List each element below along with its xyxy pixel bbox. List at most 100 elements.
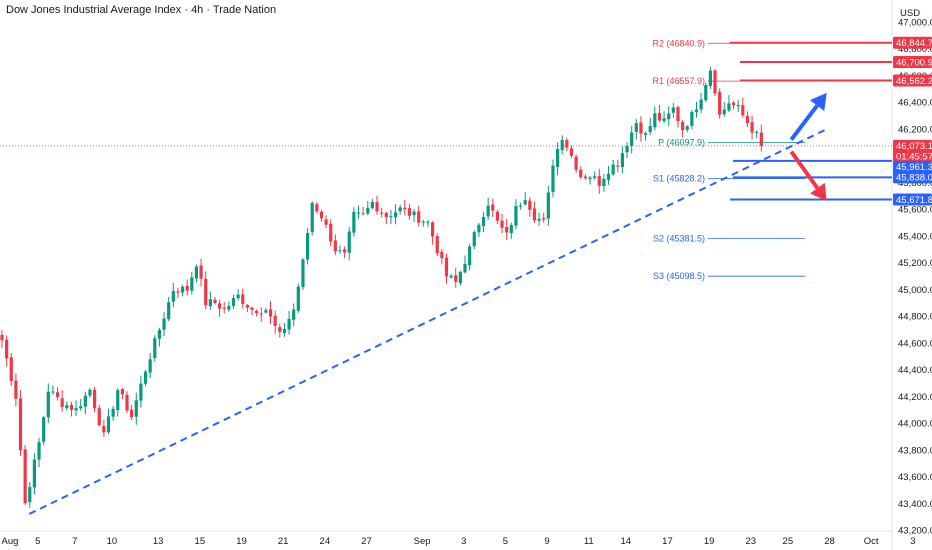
candle-body bbox=[745, 116, 750, 123]
candle-body bbox=[0, 334, 4, 341]
candle-body bbox=[125, 394, 129, 411]
candle-body bbox=[255, 310, 259, 314]
candle-body bbox=[218, 303, 222, 309]
candle-body bbox=[333, 240, 337, 252]
candle-body bbox=[102, 426, 106, 433]
candle-body bbox=[315, 204, 319, 212]
chart-title: Dow Jones Industrial Average Index · 4h … bbox=[6, 4, 277, 16]
candle-body bbox=[116, 390, 120, 411]
candle-body bbox=[639, 122, 643, 134]
y-tick-label: 45,000.0 bbox=[898, 285, 932, 296]
candle-body bbox=[222, 307, 226, 309]
candle-body bbox=[55, 392, 60, 398]
x-tick-label: 27 bbox=[361, 536, 372, 547]
candle-body bbox=[458, 271, 462, 284]
candle-body bbox=[370, 201, 374, 209]
candle-body bbox=[264, 310, 268, 313]
scenario-arrows bbox=[789, 92, 827, 202]
resistance-tag: 46,844.7 bbox=[896, 38, 932, 49]
candle-body bbox=[14, 380, 18, 399]
pivot-label-s3: S3 (45098.5) bbox=[653, 271, 705, 281]
candle-body bbox=[167, 302, 171, 320]
candle-body bbox=[616, 165, 620, 167]
candle-body bbox=[42, 417, 46, 442]
candle-body bbox=[305, 233, 310, 260]
support-tag-bg bbox=[893, 160, 932, 173]
pivot-label-s2: S2 (45381.5) bbox=[653, 233, 705, 243]
pivot-label-p: P (46097.9) bbox=[658, 138, 705, 148]
candle-body bbox=[157, 329, 162, 339]
resistance-tag: 46,562.2 bbox=[896, 76, 932, 87]
y-tick-label: 44,800.0 bbox=[898, 312, 932, 323]
candle-body bbox=[143, 371, 148, 384]
candle-body bbox=[643, 133, 648, 135]
candle-body bbox=[444, 257, 449, 277]
candle-body bbox=[83, 395, 87, 407]
candle-body bbox=[162, 318, 166, 330]
y-tick-label: 45,600.0 bbox=[898, 205, 932, 216]
candle-body bbox=[430, 222, 435, 237]
candle-body bbox=[611, 164, 615, 175]
candle-body bbox=[630, 132, 634, 146]
candle-body bbox=[565, 140, 569, 148]
candle-body bbox=[708, 70, 712, 86]
candle-body bbox=[296, 286, 300, 311]
candle-body bbox=[468, 246, 472, 266]
candle-body bbox=[213, 299, 217, 304]
uptrend-line bbox=[28, 128, 828, 515]
support-tag: 45,671.8 bbox=[896, 195, 932, 206]
candle-body bbox=[403, 207, 407, 210]
y-tick-label: 45,200.0 bbox=[898, 258, 932, 269]
candle-body bbox=[199, 265, 203, 279]
candle-body bbox=[74, 408, 78, 411]
key-levels bbox=[0, 41, 892, 201]
x-tick-label: 13 bbox=[153, 536, 164, 547]
candle-body bbox=[486, 205, 490, 217]
x-tick-label: 5 bbox=[35, 536, 40, 547]
candle-body bbox=[231, 298, 236, 306]
candle-body bbox=[227, 305, 231, 310]
y-tick-label: 43,400.0 bbox=[898, 499, 932, 510]
candle-body bbox=[597, 176, 601, 186]
candle-body bbox=[347, 231, 351, 253]
currency-label: USD bbox=[900, 8, 920, 19]
y-tick-label: 47,000.0 bbox=[898, 18, 932, 29]
candle-body bbox=[46, 391, 50, 418]
candle-body bbox=[653, 113, 657, 128]
candle-body bbox=[454, 275, 458, 282]
candle-body bbox=[134, 400, 138, 417]
y-tick-label: 43,600.0 bbox=[898, 472, 932, 483]
candle-body bbox=[477, 224, 481, 233]
price-tags: 46,844.7 46,700.9 46,562.2 46,073.101:45:57… bbox=[893, 36, 932, 206]
candle-body bbox=[736, 105, 740, 107]
candle-body bbox=[662, 118, 666, 122]
candle-body bbox=[750, 122, 754, 133]
countdown-tag: 01:45:57 bbox=[896, 151, 932, 162]
candle-body bbox=[245, 305, 249, 308]
price-axis: 47,000.046,800.046,600.046,400.046,200.0… bbox=[898, 18, 932, 537]
pivot-label-r1: R1 (46557.9) bbox=[652, 76, 705, 86]
y-tick-label: 45,800.0 bbox=[898, 178, 932, 189]
pivot-label-r2: R2 (46840.9) bbox=[652, 38, 705, 48]
candle-body bbox=[301, 259, 305, 288]
candle-body bbox=[606, 173, 611, 180]
candle-body bbox=[273, 315, 277, 326]
x-tick-label: Sep bbox=[414, 536, 431, 547]
x-tick-label: 24 bbox=[320, 536, 331, 547]
arrow-down-head bbox=[810, 182, 827, 202]
candle-body bbox=[88, 389, 92, 396]
candle-body bbox=[292, 309, 296, 320]
candle-body bbox=[153, 338, 157, 359]
candle-body bbox=[398, 207, 402, 212]
candle-body bbox=[727, 103, 731, 111]
pivot-levels: R2 (46840.9) R1 (46557.9) P (46097.9) S1 (4… bbox=[652, 38, 805, 281]
candle-body bbox=[588, 177, 592, 180]
candle-body bbox=[435, 236, 439, 254]
resistance-tag-bg bbox=[893, 55, 932, 68]
x-tick-label: 14 bbox=[621, 536, 632, 547]
x-tick-label: 23 bbox=[746, 536, 757, 547]
candle-body bbox=[412, 211, 416, 216]
arrow-up-shaft bbox=[789, 104, 819, 141]
candle-body bbox=[602, 178, 606, 187]
